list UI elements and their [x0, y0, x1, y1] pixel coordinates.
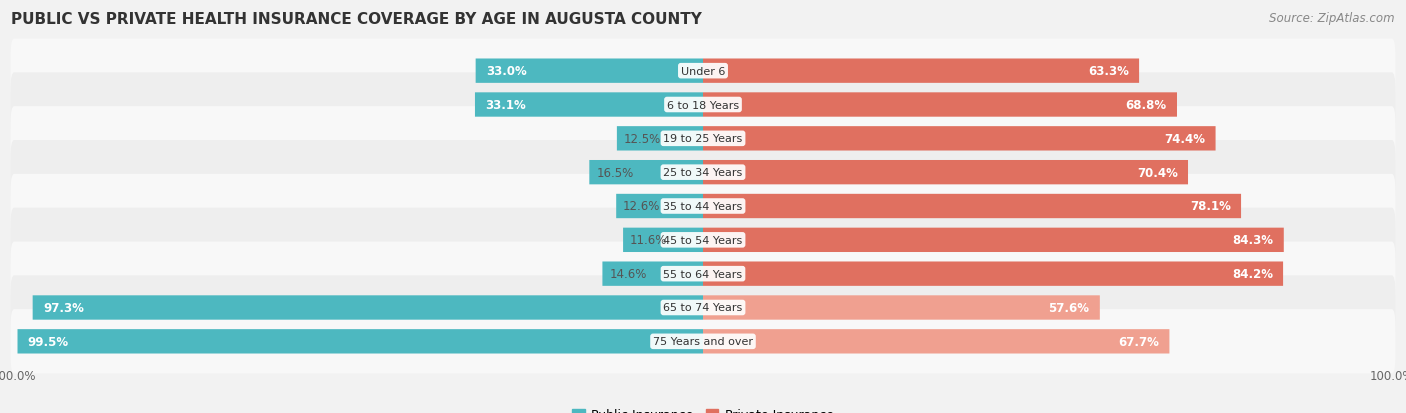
FancyBboxPatch shape	[703, 59, 1139, 84]
FancyBboxPatch shape	[616, 195, 703, 218]
FancyBboxPatch shape	[32, 296, 703, 320]
FancyBboxPatch shape	[11, 73, 1395, 137]
FancyBboxPatch shape	[703, 127, 1216, 151]
Text: Source: ZipAtlas.com: Source: ZipAtlas.com	[1270, 12, 1395, 25]
Text: 33.0%: 33.0%	[486, 65, 527, 78]
Text: 55 to 64 Years: 55 to 64 Years	[664, 269, 742, 279]
FancyBboxPatch shape	[703, 262, 1284, 286]
Text: Under 6: Under 6	[681, 66, 725, 76]
FancyBboxPatch shape	[11, 208, 1395, 272]
Text: 99.5%: 99.5%	[28, 335, 69, 348]
FancyBboxPatch shape	[703, 296, 1099, 320]
Text: 11.6%: 11.6%	[630, 234, 668, 247]
Text: 84.2%: 84.2%	[1232, 268, 1272, 280]
Text: 19 to 25 Years: 19 to 25 Years	[664, 134, 742, 144]
Text: 12.5%: 12.5%	[624, 133, 661, 145]
Text: 67.7%: 67.7%	[1118, 335, 1159, 348]
Text: 6 to 18 Years: 6 to 18 Years	[666, 100, 740, 110]
FancyBboxPatch shape	[703, 329, 1170, 354]
FancyBboxPatch shape	[17, 329, 703, 354]
Text: 12.6%: 12.6%	[623, 200, 661, 213]
Text: 25 to 34 Years: 25 to 34 Years	[664, 168, 742, 178]
Text: 33.1%: 33.1%	[485, 99, 526, 112]
FancyBboxPatch shape	[11, 309, 1395, 374]
FancyBboxPatch shape	[11, 242, 1395, 306]
Legend: Public Insurance, Private Insurance: Public Insurance, Private Insurance	[567, 404, 839, 413]
Text: 16.5%: 16.5%	[596, 166, 634, 179]
Text: 97.3%: 97.3%	[44, 301, 84, 314]
Text: 75 Years and over: 75 Years and over	[652, 337, 754, 347]
FancyBboxPatch shape	[11, 174, 1395, 239]
FancyBboxPatch shape	[475, 93, 703, 117]
Text: 35 to 44 Years: 35 to 44 Years	[664, 202, 742, 211]
Text: 45 to 54 Years: 45 to 54 Years	[664, 235, 742, 245]
FancyBboxPatch shape	[623, 228, 703, 252]
Text: PUBLIC VS PRIVATE HEALTH INSURANCE COVERAGE BY AGE IN AUGUSTA COUNTY: PUBLIC VS PRIVATE HEALTH INSURANCE COVER…	[11, 12, 702, 27]
FancyBboxPatch shape	[11, 39, 1395, 104]
FancyBboxPatch shape	[602, 262, 703, 286]
Text: 84.3%: 84.3%	[1233, 234, 1274, 247]
Text: 68.8%: 68.8%	[1126, 99, 1167, 112]
FancyBboxPatch shape	[11, 276, 1395, 340]
FancyBboxPatch shape	[703, 228, 1284, 252]
FancyBboxPatch shape	[703, 195, 1241, 218]
FancyBboxPatch shape	[11, 141, 1395, 205]
FancyBboxPatch shape	[475, 59, 703, 84]
Text: 63.3%: 63.3%	[1088, 65, 1129, 78]
FancyBboxPatch shape	[703, 93, 1177, 117]
Text: 74.4%: 74.4%	[1164, 133, 1205, 145]
FancyBboxPatch shape	[589, 161, 703, 185]
FancyBboxPatch shape	[617, 127, 703, 151]
Text: 78.1%: 78.1%	[1189, 200, 1230, 213]
Text: 14.6%: 14.6%	[609, 268, 647, 280]
Text: 70.4%: 70.4%	[1137, 166, 1178, 179]
FancyBboxPatch shape	[11, 107, 1395, 171]
FancyBboxPatch shape	[703, 161, 1188, 185]
Text: 57.6%: 57.6%	[1049, 301, 1090, 314]
Text: 65 to 74 Years: 65 to 74 Years	[664, 303, 742, 313]
